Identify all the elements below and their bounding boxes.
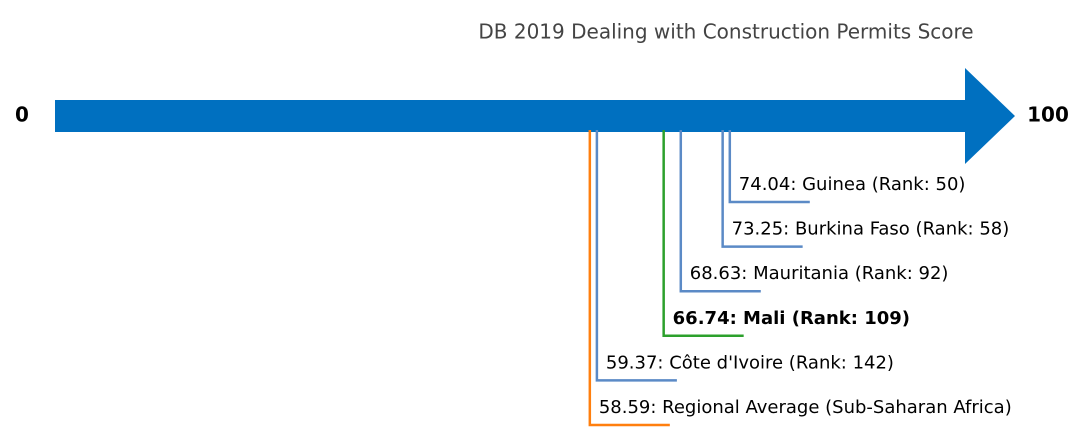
- chart-title: DB 2019 Dealing with Construction Permit…: [478, 20, 973, 44]
- marker-label: 74.04: Guinea (Rank: 50): [739, 174, 966, 195]
- marker-line: [728, 130, 810, 204]
- marker-label: 73.25: Burkina Faso (Rank: 58): [732, 219, 1010, 240]
- marker-label: 59.37: Côte d'Ivoire (Rank: 142): [606, 352, 894, 373]
- x-tick-label: 0: [15, 103, 29, 127]
- marker-line: [721, 130, 803, 248]
- marker-label: 66.74: Mali (Rank: 109): [673, 308, 910, 329]
- marker-label: 68.63: Mauritania (Rank: 92): [690, 263, 949, 284]
- marker-line: [662, 130, 744, 338]
- marker-line: [588, 130, 670, 427]
- axis-arrow: [55, 68, 1015, 164]
- x-tick-label: 100: [1027, 103, 1069, 127]
- marker-label: 58.59: Regional Average (Sub-Saharan Afr…: [599, 397, 1012, 418]
- marker-line: [595, 130, 677, 382]
- marker-line: [679, 130, 761, 293]
